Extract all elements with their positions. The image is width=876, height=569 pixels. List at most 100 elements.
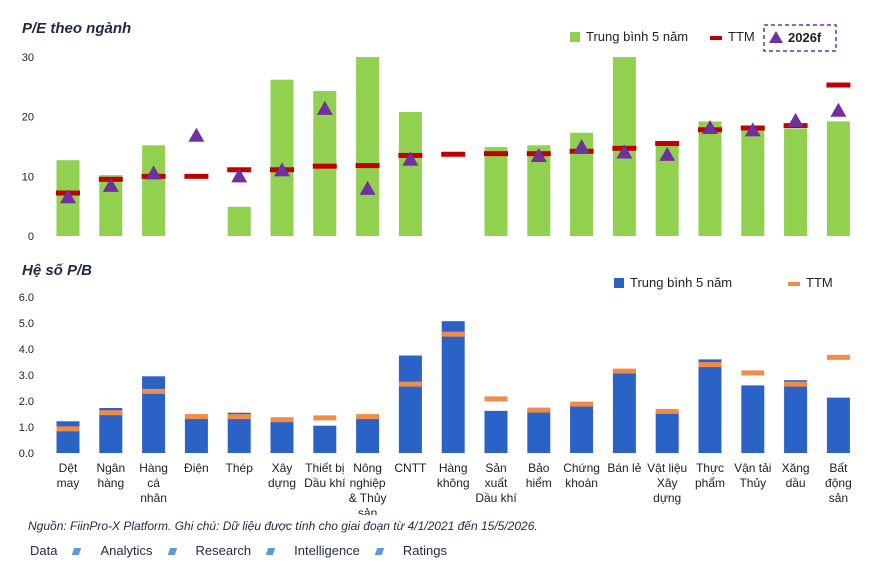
ttm-marker (527, 407, 551, 413)
ttm-marker (355, 163, 380, 169)
legend-ttm-swatch (710, 36, 722, 40)
bar (484, 147, 508, 236)
pb-chart-title: Hệ số P/B (22, 262, 93, 279)
bar (441, 321, 465, 453)
legend-label: Trung bình 5 năm (630, 275, 732, 290)
bar (398, 111, 422, 236)
forecast-marker (787, 112, 804, 127)
bar (313, 91, 337, 236)
legend: Trung bình 5 năm TTM 2026f (570, 24, 837, 52)
bar (99, 408, 123, 453)
ttm-marker (227, 414, 251, 420)
category-label: Sản xuất Dầu khí (475, 461, 517, 505)
bar (527, 145, 551, 236)
category-label: Hàng cá nhân (139, 461, 168, 505)
legend-label: 2026f (788, 30, 822, 45)
pe-chart-title: P/E theo ngành (22, 20, 132, 37)
forecast-marker (102, 177, 119, 192)
y-tick-label: 4.0 (19, 344, 34, 356)
footer-nav-item: Analytics (100, 543, 153, 558)
bar (270, 79, 294, 236)
ttm-marker (826, 82, 851, 88)
category-label: Xăng dầu (782, 461, 810, 490)
source-note: Nguồn: FiinPro-X Platform. Ghi chú: Dữ l… (28, 519, 538, 533)
forecast-marker (274, 162, 290, 177)
ttm-marker (698, 362, 722, 368)
bar (398, 355, 422, 453)
bar (184, 417, 208, 453)
forecast-marker (402, 151, 419, 166)
ttm-marker (356, 414, 380, 420)
y-tick-label: 0.0 (19, 448, 34, 460)
forecast-marker (659, 146, 676, 161)
bar (784, 128, 808, 236)
bar (570, 405, 594, 453)
forecast-marker (359, 180, 376, 195)
ttm-marker (741, 370, 765, 376)
chart-1: 0.0 1.0 2.0 3.0 4.0 5.0 6.0 Trung bình 5 năm TTM (19, 275, 850, 460)
forecast-marker (702, 120, 718, 135)
category-label: Dệt may (57, 461, 80, 490)
category-label: Thực phẩm (695, 461, 725, 490)
ttm-marker (784, 381, 808, 387)
ttm-marker (312, 163, 337, 169)
category-label: Bảo hiểm (526, 461, 552, 490)
forecast-marker (530, 148, 547, 163)
legend: Trung bình 5 năm TTM (614, 275, 833, 290)
bar (655, 145, 679, 236)
bar (484, 410, 508, 453)
footer-nav-item: Ratings (402, 543, 447, 558)
nav-separator-icon (265, 548, 276, 555)
bar (570, 132, 594, 236)
category-label: Thiết bị Dầu khí (304, 461, 346, 490)
y-tick-label: 6.0 (19, 292, 34, 304)
bar (826, 397, 850, 453)
ttm-marker (655, 408, 679, 414)
bar (142, 145, 166, 236)
bar (527, 410, 551, 453)
bar (270, 417, 294, 453)
ttm-marker (99, 410, 123, 416)
y-tick-label: 2.0 (19, 396, 34, 408)
nav-separator-icon (374, 548, 385, 555)
ttm-marker (184, 173, 209, 179)
legend-bar-swatch (614, 278, 624, 288)
ttm-marker (484, 396, 508, 402)
ttm-marker (270, 417, 294, 423)
ttm-marker (313, 415, 337, 421)
bar (784, 380, 808, 453)
category-label: CNTT (394, 461, 427, 475)
y-tick-label: 30 (22, 52, 34, 64)
bar (227, 412, 251, 453)
forecast-marker (830, 102, 847, 117)
legend-bar-swatch (570, 32, 580, 42)
category-label: Xây dựng (268, 461, 296, 490)
forecast-marker (60, 189, 76, 204)
bar (826, 121, 850, 236)
ttm-marker (56, 426, 80, 432)
category-label: Hàng không (437, 461, 470, 490)
legend-label: Trung bình 5 năm (586, 29, 688, 44)
forecast-marker (316, 100, 333, 115)
category-label: Điện (184, 461, 209, 475)
category-label: Vận tải Thủy (734, 461, 771, 490)
bar (356, 57, 380, 236)
footer-nav: Data Analytics Research Intelligence Ratings (30, 543, 447, 558)
y-tick-label: 3.0 (19, 370, 34, 382)
bar (698, 359, 722, 453)
y-tick-label: 0 (28, 231, 34, 243)
category-label: Vật liệu Xây dựng (647, 461, 687, 505)
category-label: Bán lẻ (607, 461, 641, 475)
ttm-marker (612, 368, 636, 374)
forecast-marker (573, 139, 590, 154)
bar (142, 376, 166, 453)
chart-canvas: 0 10 20 30 Trung bình 5 năm TTM 2026f 0.0 1.0 2.0… (19, 24, 852, 515)
forecast-marker (145, 165, 162, 180)
ttm-marker (570, 401, 594, 407)
ttm-marker (826, 354, 850, 360)
bar (356, 417, 380, 453)
bar (741, 126, 765, 236)
category-label: Nông nghiệp & Thủy sản (349, 461, 387, 515)
y-tick-label: 10 (22, 171, 34, 183)
forecast-marker (616, 144, 633, 159)
